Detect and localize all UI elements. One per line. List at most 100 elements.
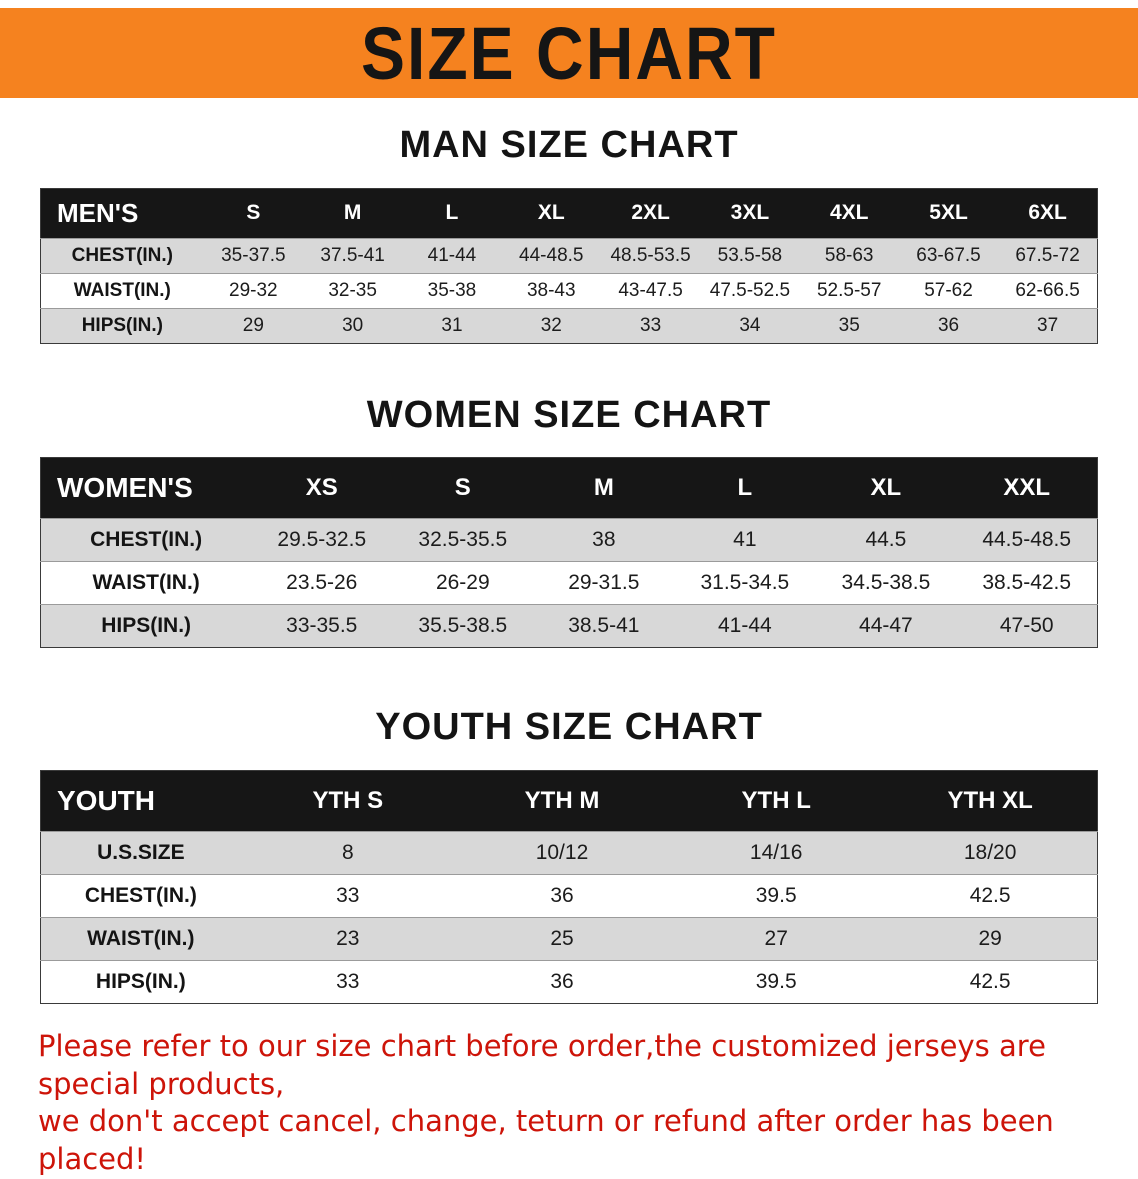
- men-value-0-7: 63-67.5: [898, 237, 999, 274]
- youth-size-table: YOUTH YTH S YTH M YTH L YTH XL U.S.SIZE 8 10/12…: [40, 770, 1098, 1005]
- women-size-header-4: XL: [815, 457, 957, 519]
- women-value-2-5: 47-50: [956, 604, 1098, 648]
- youth-value-3-1: 36: [454, 960, 670, 1004]
- men-value-0-1: 37.5-41: [303, 237, 403, 274]
- men-value-1-4: 43-47.5: [600, 272, 701, 309]
- youth-value-1-1: 36: [454, 874, 670, 918]
- men-value-1-2: 35-38: [402, 272, 502, 309]
- men-size-table: MEN'S S M L XL 2XL 3XL 4XL 5XL 6XL CHEST(IN.) 35-37…: [40, 187, 1098, 344]
- women-header-row: WOMEN'S XS S M L XL XXL: [40, 457, 1098, 519]
- youth-section-heading: YOUTH SIZE CHART: [375, 706, 763, 749]
- youth-row-label-2: WAIST(IN.): [40, 917, 241, 961]
- men-value-1-7: 57-62: [898, 272, 999, 309]
- men-measure-row-0: CHEST(IN.) 35-37.5 37.5-41 41-44 44-48.5 48.5…: [40, 237, 1098, 274]
- youth-row-label-1: CHEST(IN.): [40, 874, 241, 918]
- men-measure-row-1: WAIST(IN.) 29-32 32-35 35-38 38-43 43-47.5 47.…: [40, 272, 1098, 309]
- women-measure-row-0: CHEST(IN.) 29.5-32.5 32.5-35.5 38 41 44.5 44.5…: [40, 518, 1098, 562]
- size-chart-title: SIZE CHART: [361, 11, 777, 95]
- youth-row-label-0: U.S.SIZE: [40, 831, 241, 875]
- men-value-1-1: 32-35: [303, 272, 403, 309]
- men-value-0-0: 35-37.5: [203, 237, 303, 274]
- youth-value-2-3: 29: [883, 917, 1098, 961]
- men-value-2-8: 37: [998, 307, 1098, 344]
- youth-size-header-2: YTH L: [669, 770, 884, 832]
- women-value-1-3: 31.5-34.5: [674, 561, 816, 605]
- women-size-header-1: S: [392, 457, 534, 519]
- women-value-2-1: 35.5-38.5: [392, 604, 534, 648]
- women-size-header-2: M: [533, 457, 675, 519]
- youth-size-header-0: YTH S: [240, 770, 455, 832]
- youth-header-row: YOUTH YTH S YTH M YTH L YTH XL: [40, 770, 1098, 832]
- youth-value-3-2: 39.5: [669, 960, 884, 1004]
- youth-value-1-0: 33: [240, 874, 455, 918]
- women-value-2-4: 44-47: [815, 604, 957, 648]
- women-value-1-4: 34.5-38.5: [815, 561, 957, 605]
- women-value-0-0: 29.5-32.5: [251, 518, 393, 562]
- women-value-0-2: 38: [533, 518, 675, 562]
- men-value-0-4: 48.5-53.5: [600, 237, 701, 274]
- youth-value-0-3: 18/20: [883, 831, 1098, 875]
- youth-group-label: YOUTH: [40, 770, 241, 832]
- women-size-header-0: XS: [251, 457, 393, 519]
- men-header-row: MEN'S S M L XL 2XL 3XL 4XL 5XL 6XL: [40, 188, 1098, 239]
- men-value-1-5: 47.5-52.5: [700, 272, 800, 309]
- youth-value-1-3: 42.5: [883, 874, 1098, 918]
- men-size-header-7: 5XL: [898, 188, 999, 239]
- women-value-1-2: 29-31.5: [533, 561, 675, 605]
- youth-value-3-0: 33: [240, 960, 455, 1004]
- women-section-heading: WOMEN SIZE CHART: [366, 393, 772, 436]
- youth-measure-row-1: CHEST(IN.) 33 36 39.5 42.5: [40, 874, 1098, 918]
- youth-value-0-0: 8: [240, 831, 455, 875]
- women-size-header-3: L: [674, 457, 816, 519]
- men-size-header-4: 2XL: [600, 188, 701, 239]
- youth-measure-row-2: WAIST(IN.) 23 25 27 29: [40, 917, 1098, 961]
- youth-value-0-2: 14/16: [669, 831, 884, 875]
- men-value-0-5: 53.5-58: [700, 237, 800, 274]
- men-size-header-3: XL: [501, 188, 601, 239]
- men-measure-row-2: HIPS(IN.) 29 30 31 32 33 34 35 36 37: [40, 307, 1098, 344]
- men-value-1-0: 29-32: [203, 272, 303, 309]
- women-measure-row-1: WAIST(IN.) 23.5-26 26-29 29-31.5 31.5-34.5 34…: [40, 561, 1098, 605]
- women-measure-row-2: HIPS(IN.) 33-35.5 35.5-38.5 38.5-41 41-44 44-…: [40, 604, 1098, 648]
- youth-value-3-3: 42.5: [883, 960, 1098, 1004]
- men-value-2-1: 30: [303, 307, 403, 344]
- men-value-1-8: 62-66.5: [998, 272, 1098, 309]
- men-section-heading: MAN SIZE CHART: [399, 124, 739, 166]
- men-value-2-7: 36: [898, 307, 999, 344]
- men-value-2-0: 29: [203, 307, 303, 344]
- women-size-header-5: XXL: [956, 457, 1098, 519]
- men-value-2-2: 31: [402, 307, 502, 344]
- women-value-2-3: 41-44: [674, 604, 816, 648]
- men-value-2-6: 35: [799, 307, 899, 344]
- youth-size-header-3: YTH XL: [883, 770, 1098, 832]
- men-value-2-4: 33: [600, 307, 701, 344]
- men-size-header-2: L: [402, 188, 502, 239]
- women-value-1-5: 38.5-42.5: [956, 561, 1098, 605]
- women-value-1-1: 26-29: [392, 561, 534, 605]
- size-chart-banner: SIZE CHART: [0, 8, 1138, 98]
- youth-value-2-0: 23: [240, 917, 455, 961]
- men-size-header-1: M: [303, 188, 403, 239]
- men-size-header-8: 6XL: [998, 188, 1098, 239]
- women-value-0-4: 44.5: [815, 518, 957, 562]
- women-value-1-0: 23.5-26: [251, 561, 393, 605]
- men-value-1-6: 52.5-57: [799, 272, 899, 309]
- youth-value-1-2: 39.5: [669, 874, 884, 918]
- men-row-label-0: CHEST(IN.): [40, 237, 204, 274]
- women-size-table: WOMEN'S XS S M L XL XXL CHEST(IN.) 29.5-32.5 32.5…: [40, 457, 1098, 649]
- women-value-0-1: 32.5-35.5: [392, 518, 534, 562]
- men-value-0-6: 58-63: [799, 237, 899, 274]
- men-value-0-3: 44-48.5: [501, 237, 601, 274]
- women-group-label: WOMEN'S: [40, 457, 252, 519]
- men-value-0-8: 67.5-72: [998, 237, 1098, 274]
- women-value-0-3: 41: [674, 518, 816, 562]
- men-size-header-6: 4XL: [799, 188, 899, 239]
- women-value-0-5: 44.5-48.5: [956, 518, 1098, 562]
- men-row-label-2: HIPS(IN.): [40, 307, 204, 344]
- women-row-label-0: CHEST(IN.): [40, 518, 252, 562]
- youth-size-header-1: YTH M: [454, 770, 670, 832]
- disclaimer-line-1: Please refer to our size chart before or…: [38, 1029, 1046, 1101]
- men-size-header-5: 3XL: [700, 188, 800, 239]
- youth-value-2-2: 27: [669, 917, 884, 961]
- youth-value-2-1: 25: [454, 917, 670, 961]
